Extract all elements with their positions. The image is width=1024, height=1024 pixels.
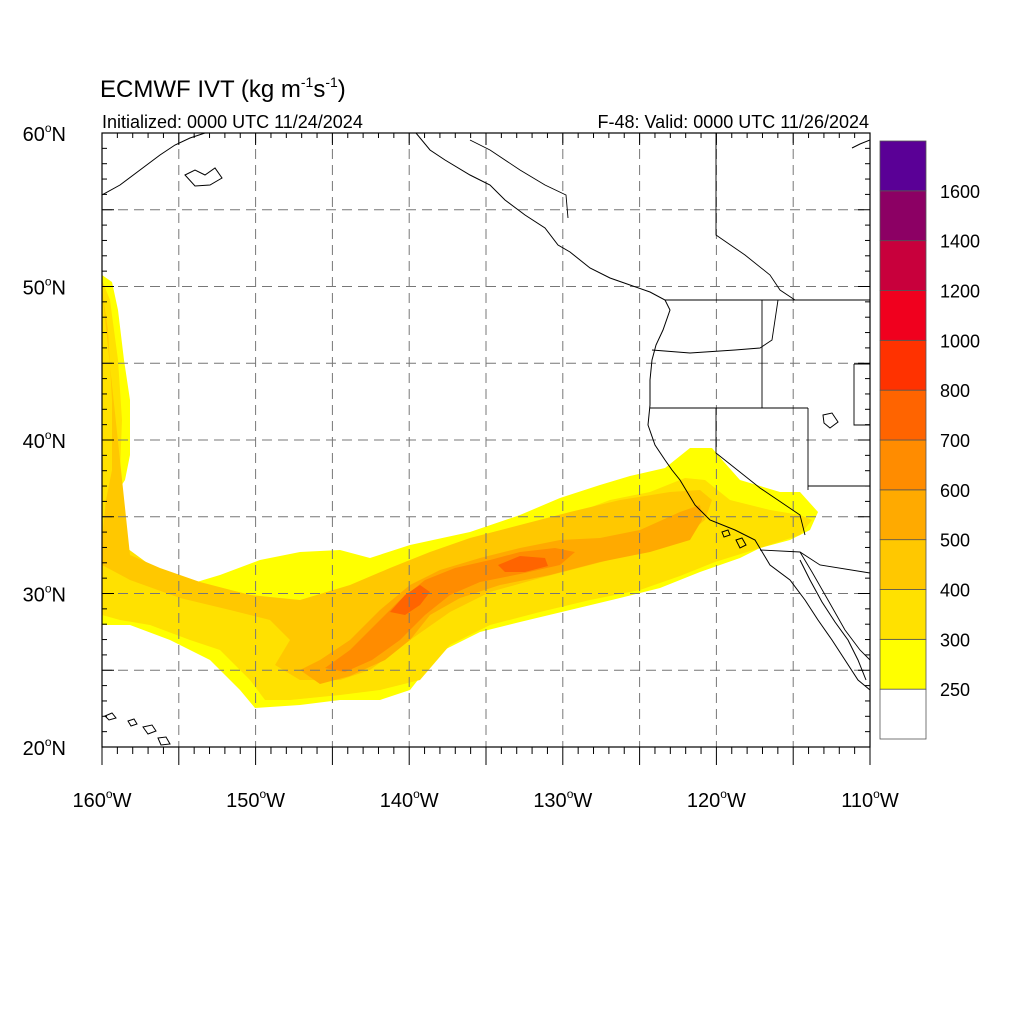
colorbar-swatch — [879, 489, 927, 541]
colorbar-label: 600 — [940, 481, 970, 501]
ivt-band-400 — [102, 280, 812, 700]
ivt-band-700 — [325, 548, 575, 672]
hawaii-islands — [104, 712, 171, 746]
colorbar-swatch — [879, 290, 927, 341]
lon-label: 160oW — [73, 787, 132, 812]
baja-inner-coast — [799, 559, 867, 681]
colorbar-swatch — [879, 589, 927, 640]
ca-nv-border — [715, 408, 806, 536]
us-mexico-border — [759, 549, 870, 574]
alaska-islands — [184, 167, 223, 187]
lat-label: 60oN — [23, 121, 66, 146]
colorbar-swatch — [879, 389, 927, 441]
colorbar-label: 400 — [940, 581, 970, 601]
colorbar-label: 1000 — [940, 331, 980, 351]
axis-labels: 160oW 150oW 140oW 130oW 120oW 110oW 60oN 50oN 40… — [23, 121, 899, 812]
alaska-coast — [102, 133, 206, 196]
colorbar-swatch — [879, 539, 927, 590]
political-borders — [469, 133, 870, 661]
alberta-border — [715, 133, 796, 301]
wa-or-border — [651, 299, 779, 354]
colorbar-swatch — [879, 190, 927, 242]
ut-border — [853, 363, 870, 426]
colorbar: 250 300 400 500 600 700 800 1000 1200 1400 1600 — [879, 140, 980, 740]
lat-label: 40oN — [23, 428, 66, 453]
colorbar-swatch — [879, 140, 927, 192]
alaska-bc-border — [469, 139, 569, 219]
initialized-label: Initialized: 0000 UTC 11/24/2024 — [102, 112, 363, 132]
idaho-border — [761, 300, 809, 490]
lon-label: 110oW — [841, 787, 899, 812]
colorbar-label: 300 — [940, 630, 970, 650]
colorbar-label: 1600 — [940, 182, 980, 202]
map-area — [102, 133, 870, 747]
lat-label: 50oN — [23, 275, 66, 300]
lon-label: 150oW — [226, 787, 285, 812]
sonora-gulf — [799, 551, 870, 661]
lat-label: 20oN — [23, 735, 66, 760]
colorbar-label: 250 — [940, 680, 970, 700]
coastline — [102, 133, 870, 746]
channel-islands — [721, 529, 747, 549]
colorbar-label: 1400 — [940, 232, 980, 252]
colorbar-swatch — [879, 638, 927, 690]
gridlines — [102, 133, 870, 747]
axis-ticks — [101, 132, 871, 765]
ivt-band-800 — [390, 556, 548, 615]
lon-label: 140oW — [380, 787, 439, 812]
great-salt-lake — [822, 412, 839, 429]
lon-label: 120oW — [687, 787, 746, 812]
lon-label: 130oW — [533, 787, 592, 812]
colorbar-swatch — [879, 339, 927, 391]
lat-label: 30oN — [23, 582, 66, 607]
ivt-shading — [102, 275, 818, 708]
colorbar-swatch — [879, 688, 927, 740]
map-title: ECMWF IVT (kg m-1s-1) — [100, 74, 346, 103]
colorbar-label: 500 — [940, 531, 970, 551]
north-america-coast — [415, 133, 870, 691]
colorbar-label: 700 — [940, 431, 970, 451]
colorbar-swatch — [879, 439, 927, 491]
colorbar-label: 800 — [940, 381, 970, 401]
colorbar-swatch — [879, 240, 927, 291]
northeast-coast — [851, 139, 870, 149]
colorbar-label: 1200 — [940, 282, 980, 302]
valid-label: F-48: Valid: 0000 UTC 11/26/2024 — [598, 112, 870, 132]
